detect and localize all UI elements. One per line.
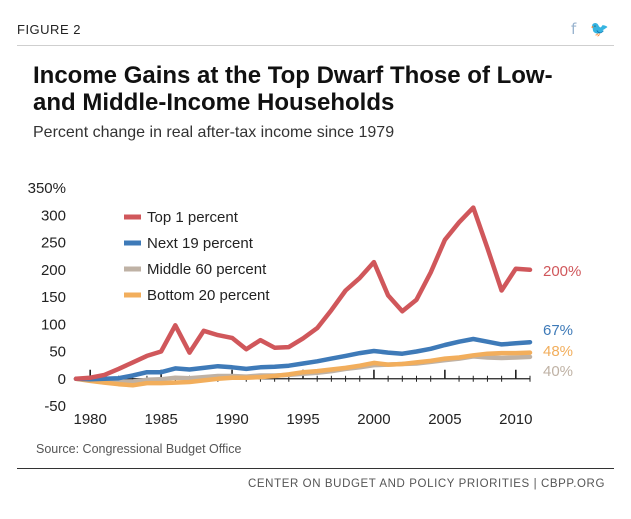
bottom-divider — [17, 468, 614, 469]
end-value-label: 40% — [543, 363, 573, 380]
y-tick-label: -50 — [44, 398, 66, 415]
chart-title: Income Gains at the Top Dwarf Those of L… — [33, 62, 553, 116]
footer-credit: CENTER ON BUDGET AND POLICY PRIORITIES |… — [247, 478, 605, 490]
source-note: Source: Congressional Budget Office — [36, 442, 242, 456]
x-tick-label: 2000 — [357, 411, 390, 428]
twitter-icon[interactable]: 🐦 — [590, 20, 609, 38]
series-line-bottom-20-percent — [73, 350, 533, 388]
series-layer — [73, 205, 533, 388]
x-tick-label: 2010 — [499, 411, 532, 428]
legend-label: Bottom 20 percent — [147, 287, 270, 304]
end-labels: 200% 67% 40% 48% — [543, 263, 581, 380]
x-tick-label: 1990 — [215, 411, 248, 428]
y-tick-label: 350% — [28, 180, 66, 197]
end-value-label: 48% — [543, 343, 573, 360]
y-tick-label: 150 — [41, 289, 66, 306]
legend-label: Next 19 percent — [147, 235, 254, 252]
x-tick-label: 2005 — [428, 411, 461, 428]
legend-label: Middle 60 percent — [147, 261, 267, 278]
y-tick-label: 300 — [41, 207, 66, 224]
y-tick-label: 250 — [41, 235, 66, 252]
figure-label: FIGURE 2 — [17, 22, 81, 37]
end-value-label: 67% — [543, 322, 573, 339]
x-tick-label: 1985 — [144, 411, 177, 428]
y-tick-label: 0 — [58, 371, 66, 388]
series-line-top-1-percent — [73, 205, 533, 382]
x-tick-label: 1995 — [286, 411, 319, 428]
legend-label: Top 1 percent — [147, 209, 239, 226]
series-line-next-19-percent — [73, 336, 533, 382]
x-tick-label: 1980 — [74, 411, 107, 428]
y-tick-label: 100 — [41, 316, 66, 333]
facebook-icon[interactable]: f — [571, 20, 577, 38]
chart-subtitle: Percent change in real after-tax income … — [33, 124, 395, 141]
social-share: f 🐦 — [571, 20, 609, 38]
legend: Top 1 percent Next 19 percent Middle 60 pe… — [124, 209, 270, 304]
y-tick-label: 200 — [41, 262, 66, 279]
axes-layer: 350% 300 250 200 150 100 50 0 -50 1980 1985 1990 199… — [28, 180, 533, 428]
y-tick-label: 50 — [49, 344, 66, 361]
top-divider — [17, 45, 614, 46]
end-value-label: 200% — [543, 263, 581, 280]
